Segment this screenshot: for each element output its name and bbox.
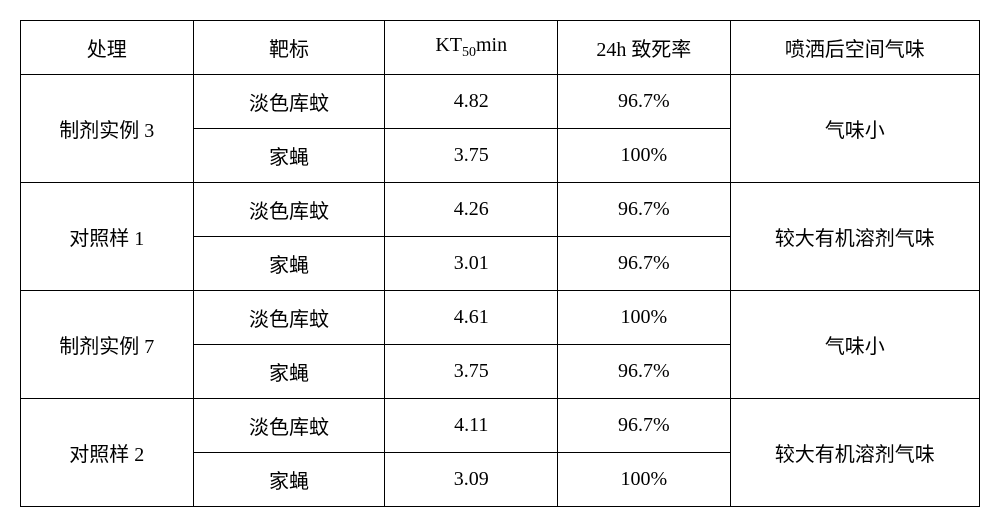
- cell-target: 家蝇: [193, 345, 385, 399]
- cell-treatment: 对照样 1: [21, 183, 194, 291]
- table-row: 制剂实例 7淡色库蚊4.61100%气味小: [21, 291, 980, 345]
- cell-treatment: 制剂实例 7: [21, 291, 194, 399]
- cell-odor: 气味小: [730, 75, 979, 183]
- cell-target: 家蝇: [193, 237, 385, 291]
- table-row: 对照样 2淡色库蚊4.1196.7%较大有机溶剂气味: [21, 399, 980, 453]
- cell-mortality: 100%: [558, 453, 731, 507]
- cell-kt50: 4.82: [385, 75, 558, 129]
- cell-odor: 较大有机溶剂气味: [730, 399, 979, 507]
- table-header-row: 处理 靶标 KT50min 24h 致死率 喷洒后空间气味: [21, 21, 980, 75]
- col-header-odor: 喷洒后空间气味: [730, 21, 979, 75]
- cell-mortality: 100%: [558, 129, 731, 183]
- cell-mortality: 96.7%: [558, 345, 731, 399]
- efficacy-table: 处理 靶标 KT50min 24h 致死率 喷洒后空间气味 制剂实例 3淡色库蚊…: [20, 20, 980, 507]
- col-header-mortality: 24h 致死率: [558, 21, 731, 75]
- cell-kt50: 3.01: [385, 237, 558, 291]
- cell-mortality: 96.7%: [558, 75, 731, 129]
- col-header-kt50: KT50min: [385, 21, 558, 75]
- cell-odor: 气味小: [730, 291, 979, 399]
- cell-target: 淡色库蚊: [193, 291, 385, 345]
- cell-target: 家蝇: [193, 453, 385, 507]
- cell-mortality: 96.7%: [558, 183, 731, 237]
- cell-mortality: 100%: [558, 291, 731, 345]
- cell-kt50: 3.75: [385, 345, 558, 399]
- cell-kt50: 4.26: [385, 183, 558, 237]
- cell-treatment: 制剂实例 3: [21, 75, 194, 183]
- table-row: 制剂实例 3淡色库蚊4.8296.7%气味小: [21, 75, 980, 129]
- cell-mortality: 96.7%: [558, 237, 731, 291]
- col-header-target: 靶标: [193, 21, 385, 75]
- table-body: 制剂实例 3淡色库蚊4.8296.7%气味小家蝇3.75100%对照样 1淡色库…: [21, 75, 980, 507]
- cell-target: 家蝇: [193, 129, 385, 183]
- cell-target: 淡色库蚊: [193, 75, 385, 129]
- cell-odor: 较大有机溶剂气味: [730, 183, 979, 291]
- kt50-prefix: KT: [435, 34, 462, 56]
- cell-kt50: 4.61: [385, 291, 558, 345]
- col-header-treatment: 处理: [21, 21, 194, 75]
- cell-target: 淡色库蚊: [193, 183, 385, 237]
- cell-mortality: 96.7%: [558, 399, 731, 453]
- cell-target: 淡色库蚊: [193, 399, 385, 453]
- cell-treatment: 对照样 2: [21, 399, 194, 507]
- table-row: 对照样 1淡色库蚊4.2696.7%较大有机溶剂气味: [21, 183, 980, 237]
- cell-kt50: 3.09: [385, 453, 558, 507]
- cell-kt50: 3.75: [385, 129, 558, 183]
- kt50-sub: 50: [462, 45, 476, 60]
- kt50-suffix: min: [476, 34, 507, 56]
- cell-kt50: 4.11: [385, 399, 558, 453]
